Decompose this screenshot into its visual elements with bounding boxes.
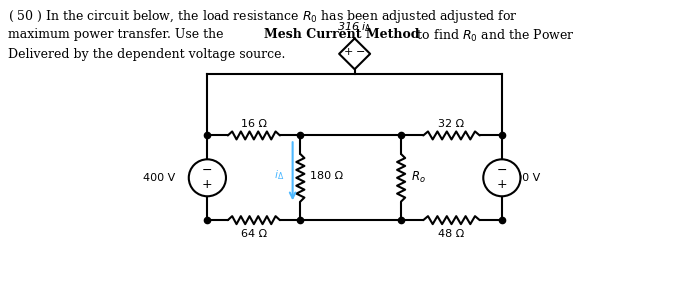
- Text: 316 $i_\Delta$: 316 $i_\Delta$: [337, 20, 372, 34]
- Text: ( 50 ) In the circuit below, the load resistance $R_0$ has been adjusted adjuste: ( 50 ) In the circuit below, the load re…: [8, 8, 518, 24]
- Text: −: −: [356, 47, 365, 57]
- Text: −: −: [496, 164, 507, 177]
- Text: 16 Ω: 16 Ω: [241, 119, 267, 129]
- Text: 48 Ω: 48 Ω: [438, 229, 465, 239]
- Text: maximum power transfer. Use the: maximum power transfer. Use the: [8, 28, 228, 41]
- Text: +: +: [344, 47, 353, 57]
- Circle shape: [483, 159, 521, 196]
- Text: −: −: [202, 164, 213, 177]
- Circle shape: [188, 159, 226, 196]
- Text: $R_o$: $R_o$: [411, 170, 426, 185]
- Text: 180 Ω: 180 Ω: [311, 171, 343, 181]
- Text: +: +: [496, 178, 507, 191]
- Text: $i_\Delta$: $i_\Delta$: [274, 168, 284, 182]
- Text: Mesh Current Method: Mesh Current Method: [264, 28, 419, 41]
- Text: 400 V: 400 V: [142, 173, 174, 183]
- Text: 32 Ω: 32 Ω: [438, 119, 465, 129]
- Text: 64 Ω: 64 Ω: [241, 229, 267, 239]
- Text: to find $R_0$ and the Power: to find $R_0$ and the Power: [413, 28, 575, 44]
- Text: 200 V: 200 V: [508, 173, 540, 183]
- Text: +: +: [202, 178, 213, 191]
- Text: Delivered by the dependent voltage source.: Delivered by the dependent voltage sourc…: [8, 48, 285, 61]
